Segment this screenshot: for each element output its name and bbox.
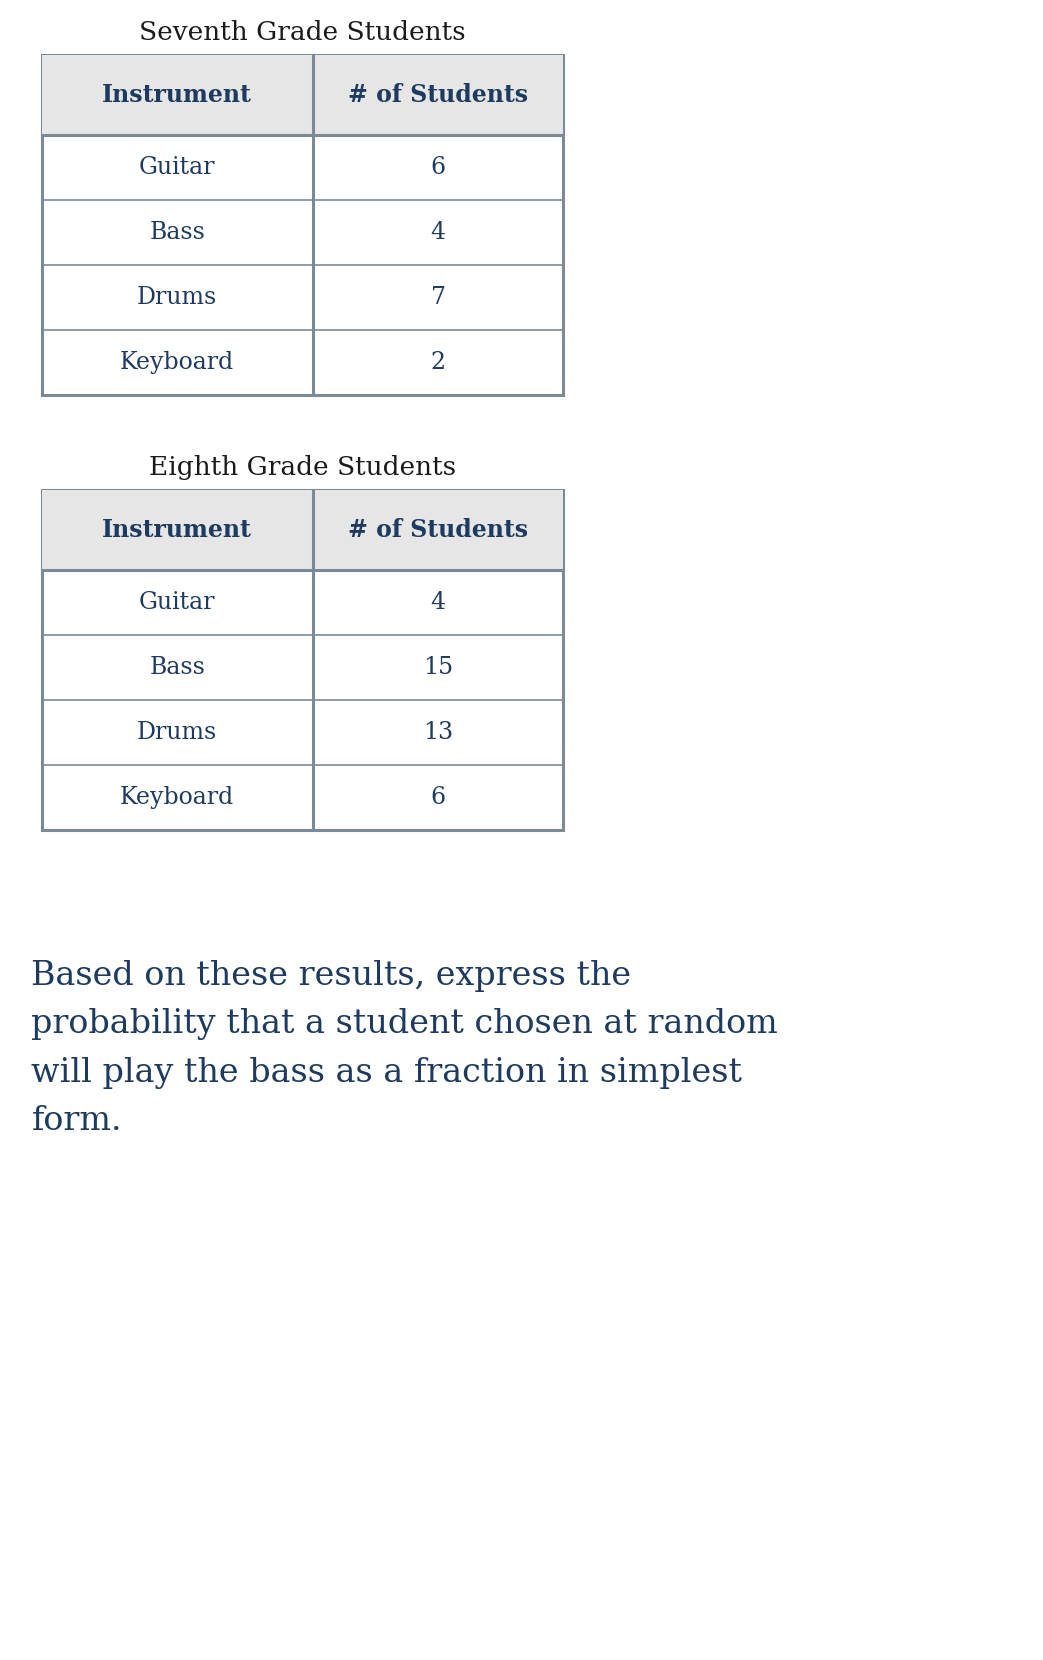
Bar <box>42 490 563 569</box>
Text: 4: 4 <box>431 221 445 244</box>
Text: # of Students: # of Students <box>348 83 528 106</box>
Text: Bass: Bass <box>149 656 205 679</box>
Text: 15: 15 <box>423 656 453 679</box>
Text: Seventh Grade Students: Seventh Grade Students <box>139 20 466 45</box>
Text: Guitar: Guitar <box>139 591 216 614</box>
Bar <box>42 490 563 830</box>
Text: Guitar: Guitar <box>139 156 216 179</box>
Bar <box>42 55 563 134</box>
Text: # of Students: # of Students <box>348 518 528 543</box>
Text: Based on these results, express the
probability that a student chosen at random
: Based on these results, express the prob… <box>31 959 778 1137</box>
Text: 6: 6 <box>431 156 445 179</box>
Text: Eighth Grade Students: Eighth Grade Students <box>149 455 456 480</box>
Text: Instrument: Instrument <box>102 518 252 543</box>
Bar <box>42 55 563 395</box>
Text: Keyboard: Keyboard <box>120 785 235 808</box>
Text: Drums: Drums <box>138 720 217 744</box>
Text: Keyboard: Keyboard <box>120 350 235 374</box>
Text: 7: 7 <box>431 286 445 309</box>
Text: 13: 13 <box>423 720 453 744</box>
Text: 2: 2 <box>431 350 445 374</box>
Text: Bass: Bass <box>149 221 205 244</box>
Text: Drums: Drums <box>138 286 217 309</box>
Text: 4: 4 <box>431 591 445 614</box>
Text: Instrument: Instrument <box>102 83 252 106</box>
Text: 6: 6 <box>431 785 445 808</box>
